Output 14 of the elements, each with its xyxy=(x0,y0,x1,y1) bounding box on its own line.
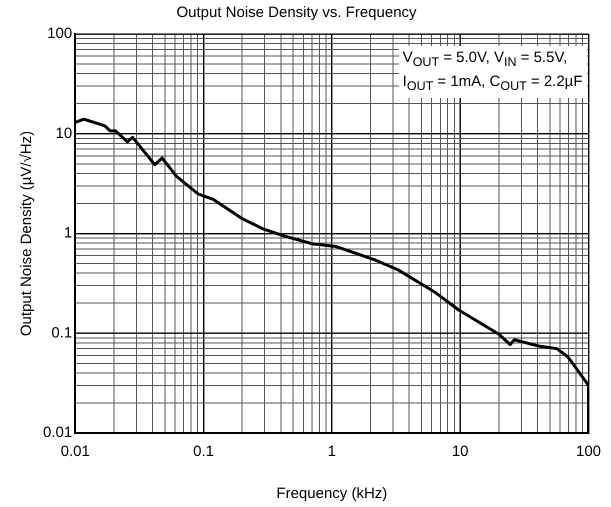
x-tick-label: 10 xyxy=(452,443,469,460)
x-axis-title: Frequency (kHz) xyxy=(276,485,388,502)
x-tick-label: 100 xyxy=(576,443,601,460)
x-tick-label: 1 xyxy=(328,443,336,460)
annotation: V$_{OUT}$ = 5.0V, V$_{IN}$ = 5.5V, xyxy=(402,48,568,71)
annotation: I$_{OUT}$ = 1mA, C$_{OUT}$ = 2.2µF xyxy=(402,72,582,95)
y-tick-label: 0.01 xyxy=(42,424,72,442)
y-tick-label: 100 xyxy=(47,25,72,42)
y-tick-label: 1 xyxy=(64,224,72,242)
chart-title: Output Noise Density vs. Frequency xyxy=(176,4,418,22)
y-tick-label: 10 xyxy=(56,124,72,142)
y-axis-title: Output Noise Density (µV/√Hz) xyxy=(18,130,36,336)
x-tick-label: 0.1 xyxy=(193,443,214,460)
y-tick-label: 0.1 xyxy=(51,324,72,342)
